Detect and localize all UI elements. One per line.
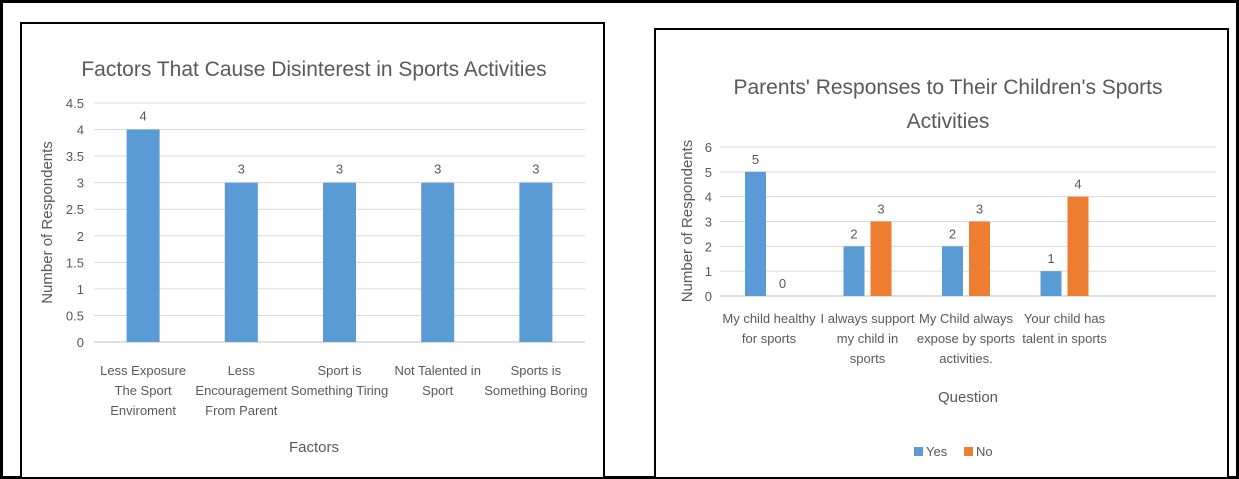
x-tick-label: Your child has [1024, 311, 1106, 326]
bar [224, 182, 258, 342]
data-label: 2 [949, 226, 956, 241]
bar-yes [745, 171, 766, 296]
y-axis-title: Number of Respondents [39, 141, 56, 304]
data-label: 3 [877, 202, 884, 217]
data-label: 1 [1047, 251, 1054, 266]
data-label: 0 [779, 276, 786, 291]
y-tick-label: 2 [705, 239, 712, 254]
legend-label: No [976, 444, 993, 459]
data-label: 4 [1074, 177, 1081, 192]
chart-factors-svg: Factors That Cause Disinterest in Sports… [39, 58, 588, 456]
y-tick-label: 3 [77, 176, 84, 191]
chart-title-line-2: Activities [907, 110, 990, 133]
x-tick-label: I always support [821, 311, 915, 326]
x-axis-title: Question [938, 389, 998, 406]
x-tick-label: Sports is [511, 363, 562, 378]
x-tick-label: expose by sports [917, 331, 1016, 346]
y-tick-label: 0 [77, 335, 84, 350]
bar-yes [843, 246, 865, 296]
x-tick-label: activities. [939, 351, 992, 366]
x-tick-label: sports [850, 351, 886, 366]
data-label: 3 [976, 202, 983, 217]
data-label: 3 [434, 162, 441, 177]
x-tick-label: My child healthy [722, 311, 816, 326]
x-tick-label: From Parent [205, 403, 278, 418]
chart-panel-parents: Parents' Responses to Their Children's S… [654, 28, 1229, 479]
x-tick-label: Sport [422, 383, 453, 398]
legend-swatch-yes [914, 447, 923, 456]
legend-label: Yes [926, 444, 948, 459]
x-tick-label: Something Boring [484, 383, 587, 398]
bar [126, 129, 160, 342]
y-tick-label: 3.5 [66, 149, 84, 164]
x-tick-label: talent in sports [1022, 331, 1107, 346]
x-tick-label: Encouragement [195, 383, 287, 398]
bar-no [1067, 196, 1089, 296]
chart-parents-svg: Parents' Responses to Their Children's S… [679, 76, 1216, 459]
x-tick-label: Sport is [317, 363, 362, 378]
y-tick-label: 0.5 [66, 308, 84, 323]
y-tick-label: 4.5 [66, 96, 84, 111]
bar-yes [942, 246, 963, 296]
x-tick-label: Not Talented in [394, 363, 481, 378]
data-label: 3 [238, 162, 245, 177]
y-tick-label: 4 [77, 123, 84, 138]
y-tick-label: 3 [705, 215, 712, 230]
y-tick-label: 1.5 [66, 255, 84, 270]
bar [519, 182, 553, 342]
y-tick-label: 0 [705, 289, 712, 304]
x-tick-label: Something Tiring [291, 383, 389, 398]
y-tick-label: 1 [705, 264, 712, 279]
x-tick-label: Less [228, 363, 256, 378]
y-tick-label: 5 [705, 165, 712, 180]
data-label: 5 [752, 152, 759, 167]
bar [421, 182, 455, 342]
x-tick-label: My Child always [919, 311, 1013, 326]
x-tick-label: Less Exposure [100, 363, 186, 378]
chart-title-line-1: Parents' Responses to Their Children's S… [733, 76, 1162, 99]
x-tick-label: for sports [742, 331, 797, 346]
bar-no [969, 221, 990, 296]
legend-swatch-no [964, 447, 973, 456]
data-label: 4 [139, 109, 146, 124]
y-tick-label: 2 [77, 229, 84, 244]
bar-yes [1040, 271, 1062, 296]
x-tick-label: Enviroment [110, 403, 176, 418]
data-label: 3 [336, 162, 343, 177]
data-label: 3 [532, 162, 539, 177]
x-tick-label: my child in [837, 331, 898, 346]
x-axis-title: Factors [289, 439, 339, 456]
y-tick-label: 2.5 [66, 202, 84, 217]
y-axis-title: Number of Respondents [679, 140, 696, 303]
chart-title: Factors That Cause Disinterest in Sports… [81, 58, 546, 81]
chart-panel-factors: Factors That Cause Disinterest in Sports… [20, 22, 605, 479]
bar [323, 182, 356, 342]
y-tick-label: 6 [705, 140, 712, 155]
y-tick-label: 4 [705, 190, 712, 205]
x-tick-label: The Sport [115, 383, 172, 398]
y-tick-label: 1 [77, 282, 84, 297]
bar-no [870, 221, 892, 296]
data-label: 2 [850, 226, 857, 241]
